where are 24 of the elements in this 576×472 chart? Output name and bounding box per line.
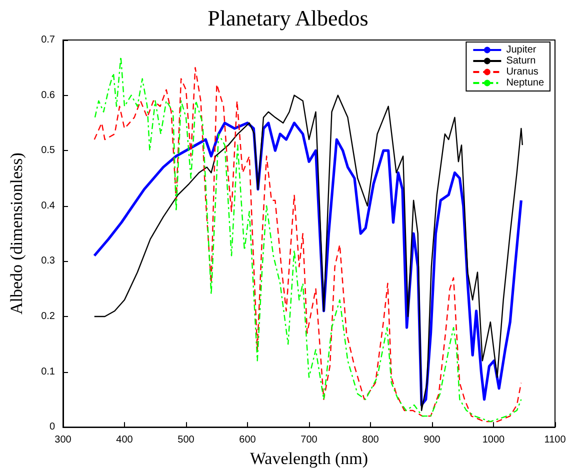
- legend-label: Uranus: [506, 66, 538, 78]
- x-tick-label: 1100: [544, 434, 566, 446]
- y-tick-label: 0.4: [41, 200, 56, 212]
- x-tick-label: 900: [424, 434, 441, 446]
- x-axis-title: Wavelength (nm): [250, 449, 368, 468]
- chart-title: Planetary Albedos: [208, 6, 368, 30]
- y-tick-label: 0: [49, 422, 56, 433]
- legend-label: Neptune: [506, 78, 544, 88]
- x-tick-label: 500: [178, 434, 195, 446]
- x-tick-label: 1000: [482, 434, 506, 446]
- x-tick-label: 300: [54, 434, 72, 446]
- y-tick-label: 0.3: [41, 256, 56, 267]
- y-tick-label: 0.6: [41, 90, 56, 101]
- x-tick-label: 600: [239, 434, 256, 446]
- y-tick-label: 0.1: [41, 366, 56, 378]
- y-tick-label: 0.7: [41, 34, 56, 46]
- legend-label: Jupiter: [506, 44, 537, 56]
- x-tick-label: 800: [362, 434, 380, 446]
- y-tick-label: 0.5: [41, 145, 56, 156]
- y-axis-title: Albedo (dimensionless): [7, 152, 26, 315]
- y-tick-label: 0.2: [41, 311, 56, 322]
- x-tick-label: 400: [116, 434, 134, 446]
- legend-label: Saturn: [506, 56, 536, 66]
- x-tick-label: 700: [300, 434, 318, 446]
